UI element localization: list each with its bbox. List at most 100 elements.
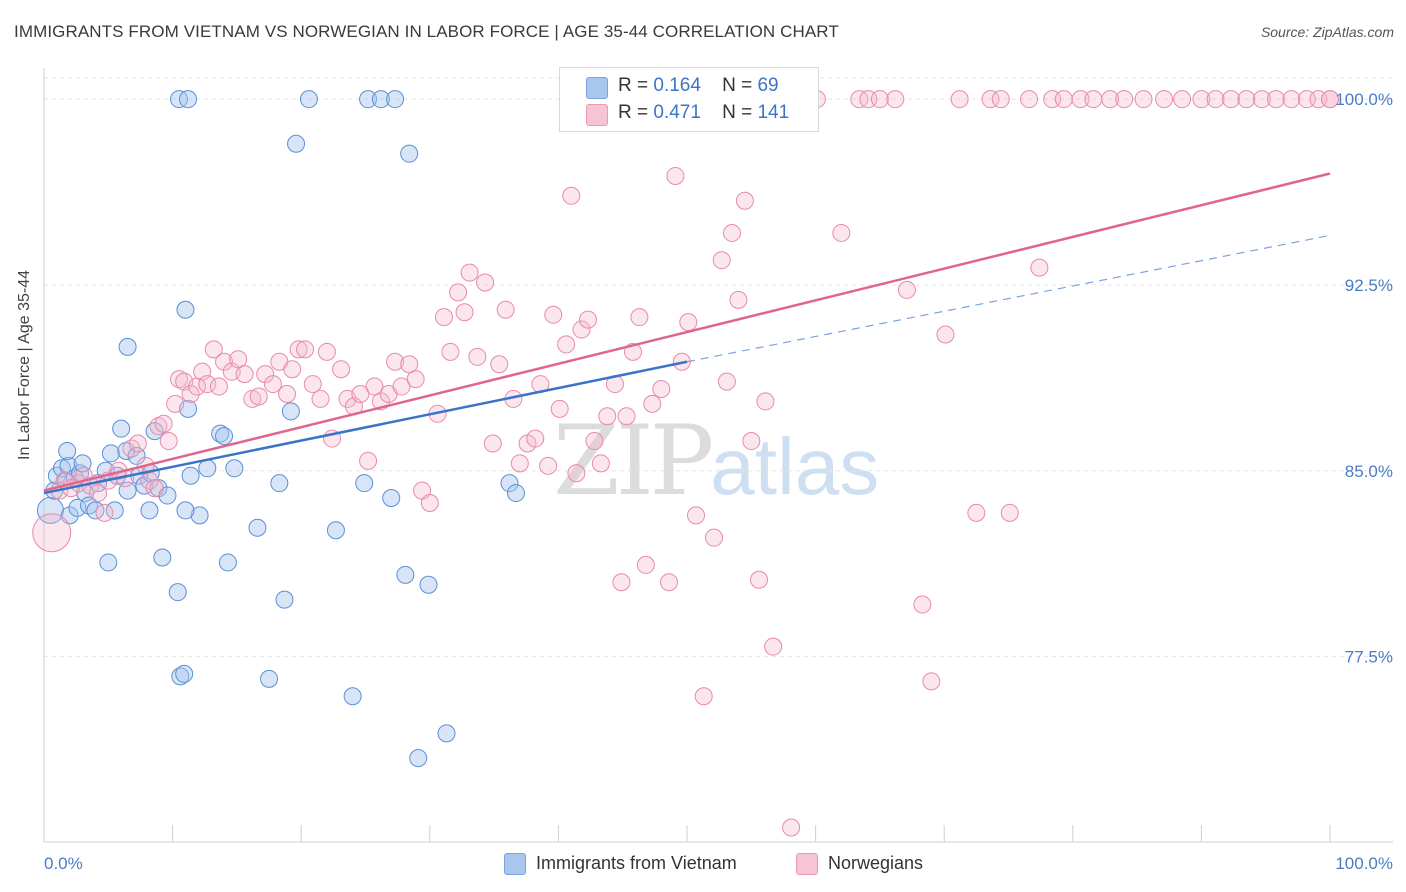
- norwegian-point: [659, 573, 678, 592]
- norwegian-point: [897, 280, 916, 299]
- vietnam-point: [382, 489, 401, 508]
- norwegian-point: [723, 223, 742, 242]
- norwegian-point: [1101, 90, 1120, 109]
- norwegian-point: [1030, 258, 1049, 277]
- norwegian-point: [510, 454, 529, 473]
- norwegian-point: [750, 570, 769, 589]
- vietnam-point: [299, 90, 318, 109]
- vietnam-point: [506, 484, 525, 503]
- vietnam-trend-extension: [686, 234, 1331, 363]
- norwegian-point: [386, 352, 405, 371]
- vietnam-point: [181, 466, 200, 485]
- n-value: 141: [757, 102, 790, 123]
- r-value: 0.471: [653, 102, 701, 123]
- norwegian-point: [1084, 90, 1103, 109]
- vietnam-point: [105, 501, 124, 520]
- norwegian-point: [679, 313, 698, 332]
- vietnam-point: [99, 553, 118, 572]
- norwegian-point: [1054, 90, 1073, 109]
- vietnam-point: [118, 337, 137, 356]
- norwegian-point: [296, 340, 315, 359]
- vietnam-point: [168, 583, 187, 602]
- norwegian-point: [585, 432, 604, 451]
- legend-label-vietnam: Immigrants from Vietnam: [536, 853, 737, 873]
- norwegian-point: [283, 360, 302, 379]
- norwegian-point: [1020, 90, 1039, 109]
- norwegian-point: [729, 290, 748, 309]
- norwegian-point: [1282, 90, 1301, 109]
- norwegian-point: [198, 375, 217, 394]
- vietnam-point: [281, 402, 300, 421]
- norwegian-point: [1266, 90, 1285, 109]
- vietnam-point: [400, 144, 419, 163]
- y-axis-title: In Labor Force | Age 35-44: [16, 269, 33, 460]
- norwegian-point: [1221, 90, 1240, 109]
- n-label: N =: [722, 102, 753, 123]
- norwegian-point: [652, 380, 671, 399]
- norwegian-point: [913, 595, 932, 614]
- norwegian-point: [526, 429, 545, 448]
- chart-title: IMMIGRANTS FROM VIETNAM VS NORWEGIAN IN …: [14, 22, 839, 41]
- norwegian-point: [936, 325, 955, 344]
- legend-swatch-vietnam: [586, 77, 608, 99]
- norwegian-point: [1000, 503, 1019, 522]
- norwegian-point: [591, 454, 610, 473]
- norwegian-point: [215, 352, 234, 371]
- vietnam-point: [58, 441, 77, 460]
- norwegian-point: [572, 320, 591, 339]
- norwegian-trend-line: [43, 172, 1331, 492]
- n-label: N =: [722, 75, 753, 96]
- vietnam-point: [409, 749, 428, 768]
- norwegian-point: [317, 342, 336, 361]
- vietnam-point: [248, 518, 267, 537]
- norwegian-point: [392, 377, 411, 396]
- norwegian-point: [229, 350, 248, 369]
- vietnam-point: [176, 300, 195, 319]
- y-tick-label: 92.5%: [1345, 276, 1393, 295]
- vietnam-point: [101, 444, 120, 463]
- trend-layer: [43, 172, 1331, 495]
- norwegian-point: [32, 513, 72, 553]
- norwegian-point: [1134, 90, 1153, 109]
- norwegian-point: [562, 186, 581, 205]
- norwegian-point: [967, 503, 986, 522]
- norwegian-point: [359, 451, 378, 470]
- norwegian-point: [764, 637, 783, 656]
- points-layer: [32, 90, 1339, 837]
- norwegian-point: [204, 340, 223, 359]
- vietnam-point: [437, 724, 456, 743]
- source-label: Source: ZipAtlas.com: [1260, 24, 1394, 40]
- norwegian-point: [1155, 90, 1174, 109]
- norwegian-point: [209, 377, 228, 396]
- r-label: R =: [618, 102, 649, 123]
- norwegian-point: [449, 283, 468, 302]
- r-value: 0.164: [653, 75, 701, 96]
- norwegian-point: [832, 223, 851, 242]
- norwegian-point: [170, 370, 189, 389]
- norwegian-point: [643, 394, 662, 413]
- vietnam-point: [396, 565, 415, 584]
- norwegian-point: [717, 372, 736, 391]
- vietnam-point: [287, 134, 306, 153]
- norwegian-point: [1071, 90, 1090, 109]
- correlation-legend: R = 0.164 N = 69 R = 0.471 N = 141: [559, 67, 819, 132]
- norwegian-point: [550, 399, 569, 418]
- norwegian-point: [289, 340, 308, 359]
- norwegian-point: [483, 434, 502, 453]
- norwegian-point: [557, 335, 576, 354]
- norwegian-point: [166, 394, 185, 413]
- norwegian-point: [981, 90, 1000, 109]
- vietnam-point: [500, 474, 519, 493]
- vietnam-point: [371, 90, 390, 109]
- norwegian-point: [636, 555, 655, 574]
- norwegian-point: [400, 355, 419, 374]
- norwegian-point: [455, 303, 474, 322]
- vietnam-point: [170, 90, 189, 109]
- norwegian-point: [434, 308, 453, 327]
- norwegian-point: [149, 417, 168, 436]
- axis-layer: [43, 68, 1393, 843]
- norwegian-point: [886, 90, 905, 109]
- norwegian-point: [1252, 90, 1271, 109]
- norwegian-point: [687, 506, 706, 525]
- norwegian-point: [256, 365, 275, 384]
